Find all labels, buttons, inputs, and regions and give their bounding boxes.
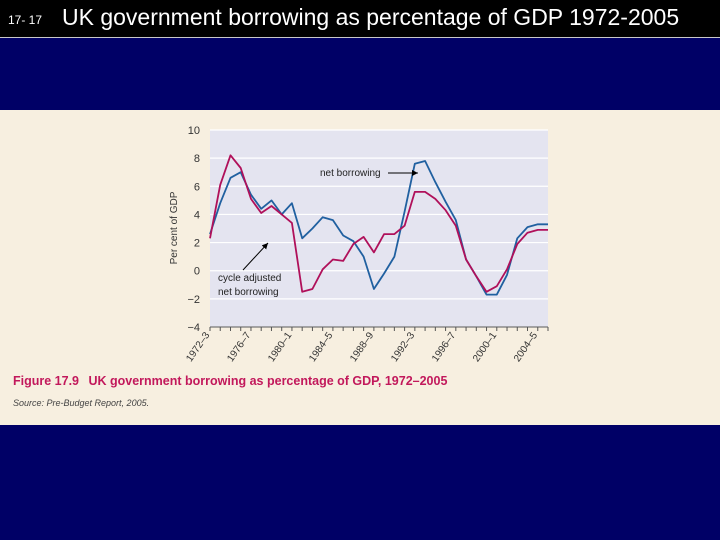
net-borrowing-annotation: net borrowing (320, 168, 381, 179)
cycle-adjusted-annotation-line1: cycle adjusted (218, 273, 281, 284)
slide-title: UK government borrowing as percentage of… (62, 4, 680, 30)
x-axis: 1972–3 1976–7 1980–1 1984–5 1988–9 1992–3 1996… (184, 326, 549, 364)
series-group (209, 154, 548, 296)
x-tick-label: 1996–7 (430, 330, 458, 364)
x-tick-label: 1976–7 (225, 330, 253, 364)
cycle-adjusted-arrow (242, 242, 269, 271)
y-axis-label: Per cent of GDP (169, 191, 180, 264)
figure-source: Source: Pre-Budget Report, 2005. (13, 398, 150, 408)
slide-header: 17- 17 UK government borrowing as percen… (0, 0, 720, 38)
y-tick-label: 10 (188, 125, 200, 137)
x-tick-label: 2004–5 (512, 330, 540, 364)
y-tick-label: −2 (187, 294, 200, 306)
x-tick-label: 1988–9 (348, 330, 376, 364)
y-tick-label: 4 (194, 209, 200, 221)
figure-label: Figure 17.9 (13, 374, 79, 388)
x-tick-label: 1980–1 (266, 330, 294, 364)
cycle-adjusted-annotation-line2: net borrowing (218, 287, 279, 298)
x-tick-label: 2000–1 (471, 330, 499, 364)
figure-title: UK government borrowing as percentage of… (88, 374, 448, 388)
y-axis: −4 −2 0 2 4 6 8 10 (187, 125, 200, 334)
y-tick-label: 0 (194, 266, 200, 278)
y-tick-label: 2 (194, 238, 200, 250)
net-borrowing-line (209, 160, 548, 296)
slide-number: 17- 17 (8, 13, 43, 27)
y-tick-label: 6 (194, 181, 200, 193)
y-tick-label: −4 (187, 322, 200, 334)
figure-caption: Figure 17.9 UK government borrowing as p… (13, 374, 447, 388)
x-tick-label: 1972–3 (184, 330, 212, 364)
x-tick-label: 1992–3 (389, 330, 417, 364)
x-tick-label: 1984–5 (307, 330, 335, 364)
header-rule (0, 37, 720, 38)
cycle-adjusted-line (209, 154, 548, 293)
y-tick-label: 8 (194, 153, 200, 165)
